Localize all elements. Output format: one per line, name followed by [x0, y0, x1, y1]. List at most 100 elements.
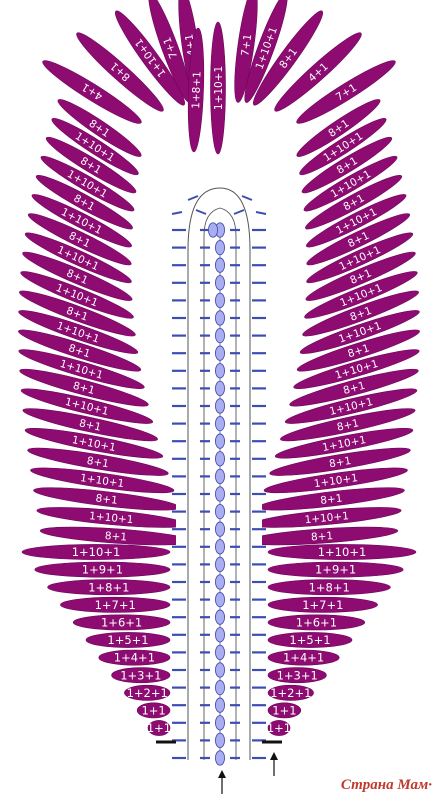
bottom-petals-group: 1+10+1 1+10+1 1+9+1 1+9+1 1+8+1 1+8+1 1+7+1 1+7…	[21, 544, 417, 736]
leaf-core-group	[171, 178, 267, 766]
bottom-right-petal: 1+1	[267, 702, 302, 719]
petal-shape	[22, 251, 133, 301]
right-side-petal: 8+1	[296, 329, 420, 372]
petal-label: 1+3+1	[277, 668, 318, 682]
center-bead	[214, 451, 226, 467]
petal-label: 8+1	[336, 417, 360, 433]
bottom-left-petal: 1+9+1	[34, 561, 171, 578]
petal-shape	[85, 632, 171, 648]
left-side-petal: 8+1	[22, 408, 158, 442]
petal-label: 1+4+1	[283, 651, 324, 665]
petal-shape	[34, 561, 171, 578]
right-side-petal: 8+1	[289, 368, 419, 407]
petal-label: 1+8+1	[309, 580, 350, 594]
bottom-right-petal: 1+5+1	[267, 632, 353, 648]
top-center-petal: 1+10+1	[210, 21, 226, 155]
petal-shape	[19, 368, 149, 407]
right-side-petal: 8+1	[257, 487, 405, 511]
petal-label: 1+10+1	[89, 510, 134, 526]
bottom-right-petal: 1+3+1	[267, 667, 327, 684]
petal-label: 1+6+1	[101, 616, 142, 630]
petal-shape	[18, 329, 142, 372]
tip-stitch	[171, 211, 183, 215]
petal-shape	[267, 596, 378, 613]
petal-shape	[296, 99, 381, 157]
petal-shape	[299, 310, 420, 354]
petal-shape	[42, 60, 142, 124]
petal-shape	[301, 136, 393, 194]
petal-label: 1+10+1	[304, 510, 349, 526]
petal-shape	[57, 99, 142, 157]
right-side-petal: 8+1	[269, 447, 411, 476]
petal-shape	[305, 174, 403, 230]
bottom-left-petal: 1+7+1	[60, 596, 171, 613]
petal-label: 1+10+1	[72, 545, 121, 559]
leaf-core-inner-outline	[203, 207, 237, 760]
petal-shape	[98, 649, 171, 666]
tip-stitch	[195, 209, 207, 215]
petal-label: 1+8+1	[190, 71, 203, 109]
left-side-petal: 8+1	[18, 329, 142, 372]
bottom-right-petal: 1+9+1	[267, 561, 404, 578]
petal-label: 1+5+1	[107, 633, 148, 647]
petal-shape	[274, 32, 362, 112]
right-side-petal: 8+1	[280, 408, 416, 442]
bottom-left-petal: 1+8+1	[47, 579, 171, 596]
petal-label: 1+8+1	[88, 580, 129, 594]
center-bead	[214, 521, 226, 537]
petal-shape	[51, 117, 139, 176]
left-side-petal: 8+1	[19, 368, 149, 407]
center-bead	[214, 503, 226, 520]
petal-shape	[267, 684, 314, 701]
right-side-petal: 1+10+1	[263, 467, 408, 494]
top-fan-petals-group: 4+18+1 1+10+17+1 4+1 7+1 1+10+18+14+17+11+8+…	[42, 0, 396, 155]
petal-label: 7+1	[239, 33, 254, 57]
center-bead	[214, 275, 226, 291]
tip-stitch	[241, 195, 253, 201]
petal-label: 8+1	[104, 530, 127, 544]
petal-shape	[274, 428, 414, 459]
petal-label: 1+2+1	[270, 686, 311, 700]
watermark: Страна Мам·	[341, 777, 432, 794]
petal-label: 1+3+1	[120, 668, 161, 682]
petal-shape	[72, 614, 171, 631]
petal-shape	[40, 155, 135, 212]
left-side-petal: 8+1	[45, 136, 137, 194]
center-bead	[214, 750, 226, 766]
petal-label: 8+1	[72, 380, 97, 397]
petal-shape	[304, 271, 418, 319]
leaf-core-outline	[187, 187, 251, 760]
petal-shape	[111, 667, 171, 684]
petal-shape	[267, 702, 302, 719]
petal-shape	[267, 667, 327, 684]
center-bead	[214, 697, 226, 713]
petal-label: 1+2+1	[127, 686, 168, 700]
petal-label: 1+9+1	[315, 563, 356, 577]
petal-shape	[299, 117, 387, 176]
bottom-right-petal: 1+10+1	[267, 544, 417, 560]
center-bead	[214, 398, 226, 414]
center-bead	[214, 363, 226, 379]
petal-label: 1+7+1	[302, 598, 343, 612]
petal-label: 1+1	[272, 704, 296, 718]
tip-stitch	[233, 209, 245, 215]
center-bead	[214, 539, 226, 555]
petal-shape	[296, 329, 420, 372]
left-side-petal: 1+10+1	[24, 428, 164, 459]
center-bead	[214, 239, 226, 256]
right-arrow-head	[270, 752, 278, 760]
top-right-petal: 7+1	[234, 0, 258, 103]
center-bead	[214, 433, 226, 449]
center-bead	[214, 345, 226, 361]
petal-shape	[136, 702, 171, 719]
petal-shape	[303, 155, 398, 212]
petal-label: 1+9+1	[82, 563, 123, 577]
petal-shape	[124, 684, 171, 701]
center-bead	[214, 327, 226, 344]
petal-shape	[296, 60, 396, 124]
petal-shape	[18, 349, 145, 389]
petal-shape	[306, 213, 411, 266]
petal-shape	[19, 290, 136, 337]
petal-label: 8+1	[86, 455, 110, 470]
center-bead	[214, 292, 226, 309]
